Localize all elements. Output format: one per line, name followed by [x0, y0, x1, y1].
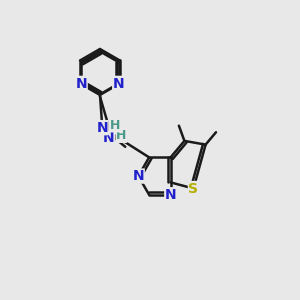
Text: N: N: [165, 188, 176, 202]
Text: H: H: [110, 119, 120, 132]
Text: N: N: [114, 76, 126, 91]
Text: N: N: [133, 169, 144, 183]
Text: N: N: [103, 131, 115, 145]
Text: N: N: [97, 121, 108, 135]
Text: N: N: [113, 76, 124, 91]
Text: H: H: [116, 129, 127, 142]
Text: N: N: [74, 76, 86, 91]
Text: S: S: [188, 182, 198, 196]
Text: N: N: [76, 76, 87, 91]
